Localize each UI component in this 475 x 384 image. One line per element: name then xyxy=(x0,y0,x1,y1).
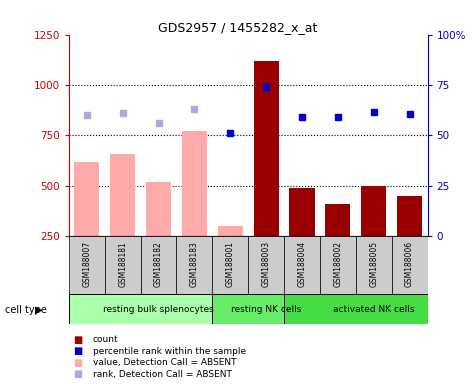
Text: percentile rank within the sample: percentile rank within the sample xyxy=(93,347,246,356)
Text: GSM188003: GSM188003 xyxy=(262,241,271,287)
Text: GDS2957 / 1455282_x_at: GDS2957 / 1455282_x_at xyxy=(158,21,317,34)
Bar xyxy=(74,162,99,236)
Text: activated NK cells: activated NK cells xyxy=(333,305,415,314)
Text: GSM188005: GSM188005 xyxy=(369,241,378,287)
Text: ■: ■ xyxy=(74,358,83,368)
Text: resting NK cells: resting NK cells xyxy=(231,305,301,314)
Bar xyxy=(248,236,284,294)
Bar xyxy=(105,236,141,294)
Bar xyxy=(320,236,356,294)
Bar xyxy=(212,294,284,324)
Bar xyxy=(289,188,314,236)
Text: ■: ■ xyxy=(74,369,83,379)
Text: ■: ■ xyxy=(74,346,83,356)
Text: GSM188181: GSM188181 xyxy=(118,241,127,286)
Text: GSM188182: GSM188182 xyxy=(154,241,163,286)
Bar xyxy=(177,236,212,294)
Text: GSM188004: GSM188004 xyxy=(297,241,306,287)
Bar xyxy=(141,236,177,294)
Bar xyxy=(218,226,243,236)
Text: cell type: cell type xyxy=(5,305,50,315)
Text: ■: ■ xyxy=(74,335,83,345)
Bar xyxy=(182,131,207,236)
Text: GSM188002: GSM188002 xyxy=(333,241,342,287)
Bar xyxy=(69,294,212,324)
Bar xyxy=(325,204,351,236)
Bar xyxy=(69,236,105,294)
Text: GSM188007: GSM188007 xyxy=(82,241,91,287)
Text: count: count xyxy=(93,335,118,344)
Text: rank, Detection Call = ABSENT: rank, Detection Call = ABSENT xyxy=(93,370,231,379)
Bar xyxy=(397,196,422,236)
Bar xyxy=(284,294,428,324)
Bar xyxy=(356,236,392,294)
Bar xyxy=(361,186,386,236)
Text: GSM188001: GSM188001 xyxy=(226,241,235,287)
Text: ▶: ▶ xyxy=(35,305,42,315)
Text: resting bulk splenocytes: resting bulk splenocytes xyxy=(103,305,214,314)
Bar xyxy=(212,236,248,294)
Text: GSM188183: GSM188183 xyxy=(190,241,199,286)
Bar xyxy=(284,236,320,294)
Bar xyxy=(392,236,428,294)
Text: value, Detection Call = ABSENT: value, Detection Call = ABSENT xyxy=(93,358,236,367)
Bar xyxy=(146,182,171,236)
Text: GSM188006: GSM188006 xyxy=(405,241,414,287)
Bar xyxy=(254,61,279,236)
Bar xyxy=(110,154,135,236)
